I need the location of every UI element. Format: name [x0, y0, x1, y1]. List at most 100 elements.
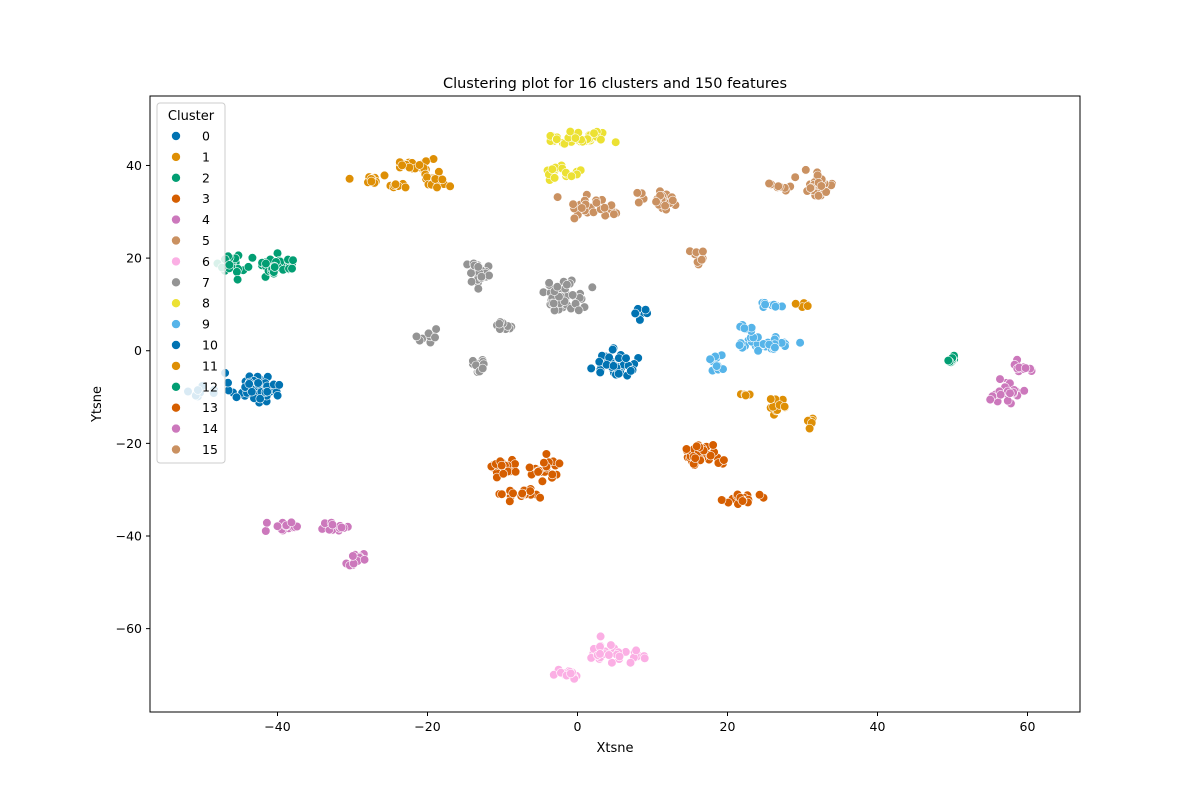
- point-cluster-4: [1003, 396, 1013, 406]
- point-cluster-4: [995, 374, 1005, 384]
- legend-marker-5: [171, 235, 181, 246]
- point-cluster-2: [288, 255, 298, 265]
- legend-label-11: 11: [202, 358, 218, 373]
- point-cluster-1: [437, 174, 447, 185]
- point-cluster-0: [244, 379, 254, 389]
- point-cluster-5: [790, 172, 800, 182]
- legend-marker-9: [171, 319, 181, 329]
- point-cluster-10: [614, 369, 624, 379]
- point-cluster-10: [586, 363, 596, 374]
- point-cluster-1: [366, 176, 377, 186]
- y-axis-label: Ytsne: [90, 386, 105, 423]
- point-cluster-5: [599, 203, 610, 213]
- point-cluster-3: [510, 467, 521, 477]
- point-cluster-3: [535, 493, 545, 503]
- point-cluster-4: [337, 522, 347, 533]
- point-cluster-6: [631, 645, 641, 656]
- point-cluster-8: [611, 137, 621, 147]
- point-cluster-10: [621, 353, 631, 363]
- point-cluster-1: [400, 182, 411, 192]
- point-cluster-7: [476, 272, 487, 282]
- legend-label-8: 8: [202, 296, 210, 311]
- point-cluster-5: [773, 181, 783, 191]
- point-cluster-4: [1020, 363, 1031, 373]
- point-cluster-3: [692, 441, 702, 451]
- point-cluster-2: [232, 267, 242, 277]
- point-cluster-7: [549, 298, 559, 309]
- point-cluster-8: [570, 133, 581, 143]
- point-cluster-5: [591, 198, 602, 208]
- point-cluster-1: [391, 179, 401, 189]
- point-cluster-3: [547, 469, 557, 480]
- point-cluster-5: [651, 197, 661, 207]
- point-cluster-3: [719, 455, 729, 465]
- legend-marker-11: [171, 361, 181, 371]
- point-cluster-3: [737, 496, 748, 506]
- point-cluster-7: [466, 268, 476, 278]
- x-axis: −40 −20 0 20 40 60: [264, 712, 1035, 734]
- point-cluster-12: [943, 356, 953, 366]
- legend-marker-8: [171, 298, 181, 309]
- point-cluster-2: [243, 262, 253, 272]
- point-cluster-7: [430, 332, 440, 343]
- point-cluster-8: [596, 135, 606, 145]
- point-cluster-8: [566, 171, 577, 181]
- legend-marker-3: [171, 193, 181, 204]
- legend-marker-2: [171, 173, 181, 183]
- point-cluster-2: [224, 260, 234, 270]
- point-cluster-1: [445, 181, 455, 191]
- point-cluster-10: [630, 308, 640, 319]
- point-cluster-1: [414, 160, 425, 170]
- point-cluster-5: [816, 181, 826, 191]
- legend-label-1: 1: [202, 149, 210, 164]
- point-cluster-7: [411, 331, 422, 342]
- point-cluster-9: [739, 323, 750, 333]
- point-cluster-4: [261, 526, 271, 536]
- point-cluster-5: [764, 178, 774, 189]
- legend-marker-10: [171, 340, 181, 350]
- point-cluster-10: [626, 366, 636, 376]
- point-cluster-7: [431, 324, 441, 334]
- point-cluster-8: [547, 164, 557, 174]
- point-cluster-9: [770, 343, 780, 353]
- point-cluster-3: [524, 462, 535, 473]
- point-cluster-7: [473, 262, 483, 272]
- point-cluster-6: [604, 650, 614, 660]
- x-tick-label: −40: [264, 719, 290, 734]
- point-cluster-4: [996, 390, 1006, 400]
- point-cluster-6: [614, 651, 625, 662]
- point-cluster-1: [397, 160, 407, 170]
- y-tick-label: 0: [134, 343, 142, 358]
- point-cluster-7: [494, 319, 504, 329]
- point-cluster-0: [262, 387, 272, 397]
- point-cluster-3: [717, 495, 727, 505]
- legend-label-7: 7: [202, 275, 210, 290]
- point-cluster-2: [247, 253, 257, 263]
- legend-label-2: 2: [202, 170, 210, 185]
- point-cluster-4: [1005, 388, 1015, 398]
- point-cluster-4: [348, 551, 358, 561]
- y-axis: −60 −40 −20 0 20 40: [116, 158, 150, 636]
- point-cluster-5: [577, 203, 587, 213]
- point-cluster-0: [274, 380, 284, 390]
- point-cluster-3: [508, 488, 518, 498]
- point-cluster-11: [804, 423, 815, 434]
- legend-marker-4: [171, 214, 181, 225]
- point-cluster-1: [432, 182, 442, 192]
- point-cluster-5: [801, 165, 811, 175]
- point-cluster-6: [595, 631, 606, 642]
- point-cluster-7: [484, 270, 494, 281]
- point-cluster-1: [379, 170, 390, 180]
- y-tick-label: 20: [126, 251, 142, 266]
- legend-marker-13: [171, 402, 181, 413]
- point-cluster-8: [552, 134, 562, 144]
- point-cluster-9: [770, 302, 781, 312]
- point-cluster-0: [273, 391, 283, 401]
- legend-label-5: 5: [202, 233, 210, 248]
- point-cluster-3: [498, 469, 508, 479]
- point-cluster-3: [541, 449, 552, 459]
- point-cluster-3: [554, 458, 565, 469]
- point-cluster-0: [231, 392, 242, 402]
- point-cluster-5: [668, 195, 678, 205]
- legend-marker-15: [171, 444, 181, 455]
